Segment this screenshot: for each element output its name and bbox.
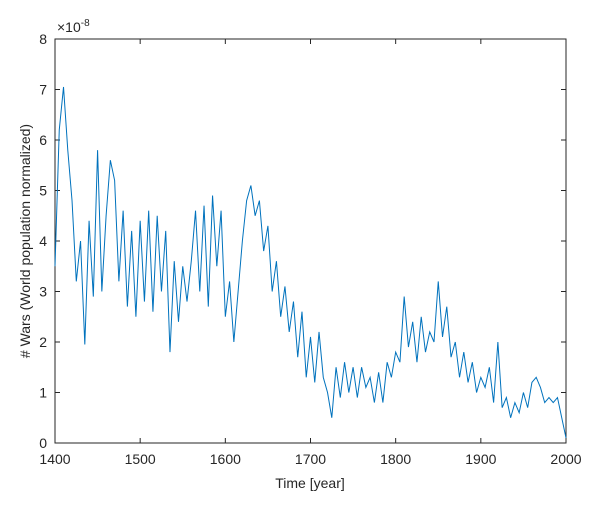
plot-area bbox=[54, 38, 567, 444]
y-tick-label: 7 bbox=[39, 82, 47, 98]
y-scale-exponent: -8 bbox=[81, 18, 90, 29]
x-tick-label: 1600 bbox=[210, 451, 241, 467]
y-scale-base: ×10 bbox=[57, 19, 81, 35]
x-axis-label: Time [year] bbox=[275, 475, 345, 491]
x-tick-label: 1900 bbox=[465, 451, 496, 467]
x-tick-label: 1500 bbox=[125, 451, 156, 467]
y-scale: ×10-8 bbox=[57, 18, 90, 35]
y-axis-label: # Wars (World population normalized) bbox=[17, 124, 33, 358]
y-tick-label: 1 bbox=[39, 385, 47, 401]
data-line bbox=[54, 86, 567, 439]
y-tick-label: 2 bbox=[39, 334, 47, 350]
x-tick-label: 1400 bbox=[39, 451, 70, 467]
y-tick-label: 8 bbox=[39, 31, 47, 47]
x-tick-label: 2000 bbox=[550, 451, 581, 467]
y-tick-label: 3 bbox=[39, 284, 47, 300]
y-tick-label: 4 bbox=[39, 233, 47, 249]
x-tick-label: 1800 bbox=[380, 451, 411, 467]
y-tick-label: 5 bbox=[39, 183, 47, 199]
y-tick-label: 0 bbox=[39, 435, 47, 451]
x-tick-label: 1700 bbox=[295, 451, 326, 467]
y-tick-label: 6 bbox=[39, 132, 47, 148]
